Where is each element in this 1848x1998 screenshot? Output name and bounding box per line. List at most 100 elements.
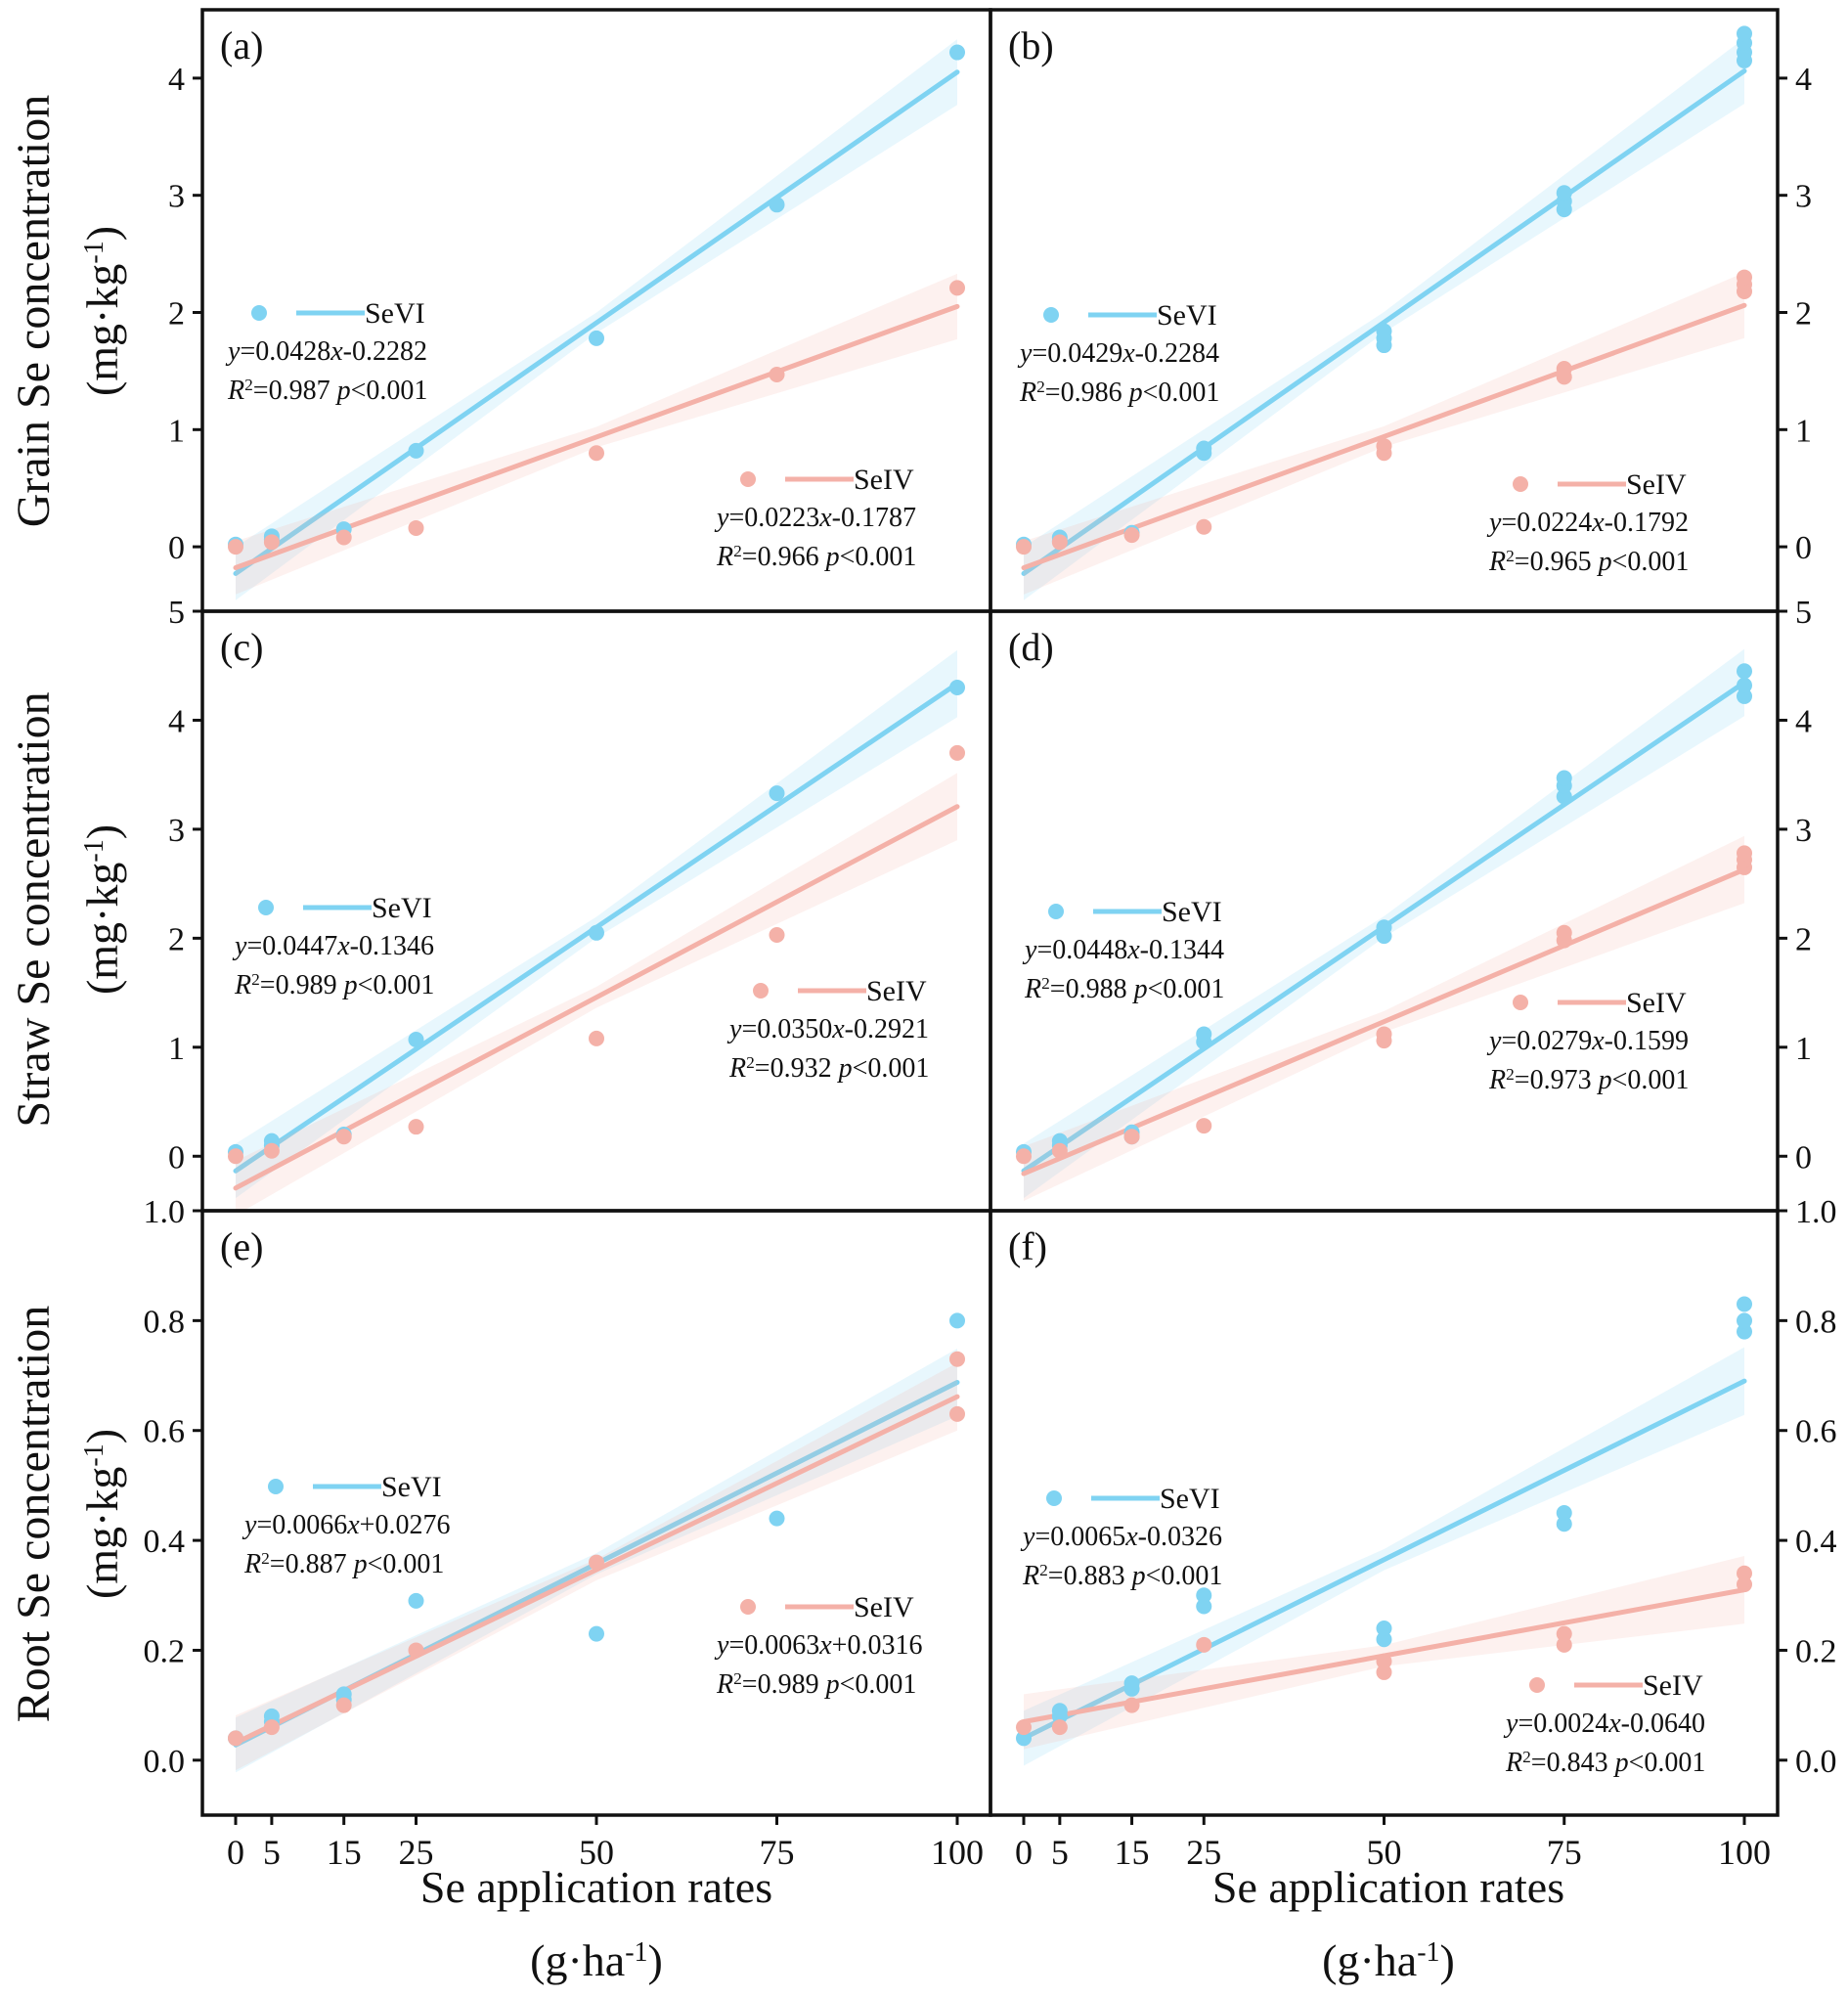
- seiv-point: [408, 1642, 424, 1659]
- seiv-legend-label: SeIV: [1626, 468, 1687, 501]
- sevi-legend-marker: [251, 305, 267, 321]
- sevi-point: [1737, 1323, 1752, 1340]
- seiv-point: [228, 1730, 243, 1747]
- sevi-fit-line: [233, 69, 960, 576]
- seiv-point: [1376, 438, 1392, 455]
- seiv-point: [1556, 924, 1572, 941]
- seiv-point: [1737, 845, 1752, 862]
- y-axis-title: Root Se concentration: [8, 1306, 60, 1723]
- sevi-point: [1051, 1703, 1068, 1719]
- seiv-point: [335, 1697, 352, 1713]
- seiv-legend-label: SeIV: [866, 975, 927, 1007]
- sevi-confidence-band: [1024, 1347, 1744, 1766]
- seiv-point: [1737, 269, 1752, 286]
- seiv-legend-marker: [740, 1599, 756, 1615]
- y-tick-label: 3: [168, 813, 185, 849]
- seiv-point: [949, 1351, 965, 1367]
- sevi-legend-label: SeVI: [372, 892, 432, 924]
- sevi-point: [1123, 1675, 1140, 1692]
- x-axis-title: Se application rates: [420, 1862, 772, 1912]
- y-tick-label: 3: [168, 179, 185, 215]
- sevi-legend-marker: [258, 900, 274, 915]
- sevi-point: [1376, 1620, 1392, 1636]
- y-tick-label: 1: [168, 413, 185, 449]
- x-tick-label: 5: [1051, 1833, 1069, 1872]
- sevi-point: [1556, 770, 1572, 786]
- seiv-confidence-band: [236, 273, 957, 595]
- sevi-point: [1737, 663, 1752, 680]
- sevi-legend-marker: [1043, 307, 1059, 323]
- x-tick-label: 0: [227, 1833, 244, 1872]
- sevi-point: [769, 1510, 785, 1527]
- panel-label: (f): [1008, 1224, 1047, 1268]
- sevi-equation: y=0.0066x+0.0276: [242, 1510, 450, 1540]
- x-tick-label: 5: [263, 1833, 281, 1872]
- seiv-legend-label: SeIV: [854, 1591, 914, 1623]
- panel-f: 0.0 0.2 0.4 0.6 0.8 1.0 0 5 15 25 50 75 100 (f) SeVI y=…: [989, 1194, 1837, 1872]
- x-tick-label: 25: [399, 1833, 434, 1872]
- y-tick-label: 1.0: [144, 1194, 186, 1230]
- sevi-point: [949, 44, 965, 61]
- seiv-fit-line: [233, 303, 960, 571]
- seiv-confidence-band: [1024, 1556, 1744, 1750]
- seiv-point: [589, 1554, 604, 1571]
- panel-c: 0 1 2 3 4 5 (c) SeVI y=0.0447x-0.1346 R2=0.989 p<…: [168, 595, 992, 1213]
- x-tick-label: 0: [1015, 1833, 1033, 1872]
- y-tick-label: 0.2: [1795, 1633, 1837, 1669]
- seiv-point: [1196, 1118, 1212, 1134]
- sevi-r2-text: R2=0.989 p<0.001: [234, 970, 434, 1001]
- plot-area: [228, 1312, 965, 1773]
- panel-label: (c): [220, 625, 263, 669]
- sevi-point: [589, 1625, 604, 1642]
- y-tick-label: 0.0: [144, 1744, 186, 1780]
- sevi-equation: y=0.0448x-0.1344: [1022, 935, 1224, 965]
- seiv-r2-text: R2=0.966 p<0.001: [716, 542, 916, 573]
- plot-area: [1016, 648, 1752, 1201]
- seiv-point: [1376, 1664, 1392, 1680]
- seiv-point: [263, 1719, 280, 1736]
- x-tick-label: 50: [1367, 1833, 1402, 1872]
- sevi-r2-text: R2=0.883 p<0.001: [1022, 1561, 1222, 1592]
- x-tick-label: 75: [1547, 1833, 1582, 1872]
- seiv-point: [949, 280, 965, 296]
- seiv-equation: y=0.0350x-0.2921: [726, 1014, 929, 1044]
- sevi-point: [589, 924, 604, 941]
- seiv-point: [589, 445, 604, 462]
- seiv-fit-line: [233, 804, 960, 1191]
- y-tick-label: 0.0: [1795, 1744, 1837, 1780]
- sevi-point: [1376, 919, 1392, 936]
- seiv-point: [589, 1030, 604, 1046]
- x-axis-title: Se application rates: [1212, 1862, 1564, 1912]
- plot-area: [1016, 1296, 1752, 1766]
- seiv-point: [1051, 1142, 1068, 1159]
- sevi-fit-line: [1021, 68, 1747, 576]
- sevi-legend-label: SeVI: [381, 1471, 442, 1503]
- y-tick-label: 0.6: [144, 1414, 186, 1450]
- y-axis-title: Grain Se concentration: [8, 95, 60, 528]
- y-tick-label: 1.0: [1795, 1194, 1837, 1230]
- seiv-legend-marker: [740, 471, 756, 487]
- seiv-point: [408, 519, 424, 536]
- sevi-point: [408, 442, 424, 459]
- sevi-point: [1737, 25, 1752, 42]
- seiv-point: [1556, 1625, 1572, 1642]
- seiv-point: [1123, 1697, 1140, 1713]
- panel-label: (a): [220, 23, 263, 67]
- seiv-point: [335, 1129, 352, 1145]
- x-tick-label: 15: [327, 1833, 362, 1872]
- y-tick-label: 2: [1795, 296, 1812, 333]
- sevi-fit-line: [1021, 1378, 1747, 1741]
- sevi-r2-text: R2=0.987 p<0.001: [227, 376, 427, 407]
- sevi-point: [1556, 788, 1572, 805]
- sevi-point: [335, 1686, 352, 1703]
- sevi-point: [1737, 688, 1752, 704]
- panel-label: (d): [1008, 625, 1054, 669]
- y-tick-label: 3: [1795, 179, 1812, 215]
- x-tick-label: 25: [1186, 1833, 1221, 1872]
- seiv-point: [1376, 1653, 1392, 1669]
- sevi-point: [1196, 440, 1212, 457]
- y-tick-label: 0.8: [144, 1304, 186, 1340]
- sevi-point: [1196, 1026, 1212, 1043]
- seiv-legend-marker: [1513, 476, 1528, 492]
